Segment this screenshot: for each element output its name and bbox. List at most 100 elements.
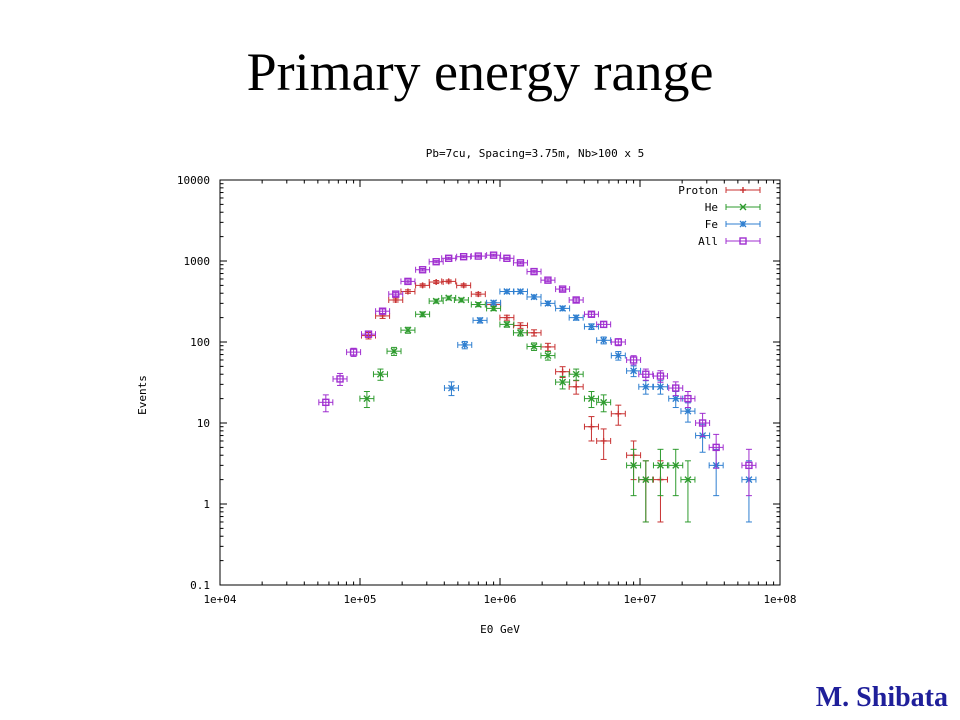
y-tick-label: 100 bbox=[190, 336, 210, 349]
y-tick-label: 10 bbox=[197, 417, 210, 430]
square-marker bbox=[684, 394, 692, 403]
x-marker bbox=[642, 476, 650, 484]
x-marker bbox=[672, 461, 680, 469]
square-marker bbox=[378, 307, 387, 315]
series-he bbox=[359, 294, 696, 523]
data-point bbox=[400, 277, 416, 286]
legend-entry-fe: Fe bbox=[705, 218, 761, 231]
data-point bbox=[741, 448, 757, 497]
x-marker bbox=[544, 352, 552, 360]
data-point bbox=[346, 347, 362, 357]
data-point bbox=[400, 288, 416, 295]
data-point bbox=[555, 375, 571, 390]
data-point bbox=[486, 251, 502, 259]
data-point bbox=[512, 259, 528, 267]
square-marker bbox=[739, 237, 747, 245]
legend-entry-proton: Proton bbox=[678, 184, 761, 197]
data-point bbox=[540, 342, 556, 352]
x-tick-label: 1e+05 bbox=[343, 593, 376, 606]
star-marker bbox=[516, 288, 524, 295]
data-point bbox=[540, 299, 556, 307]
square-marker bbox=[404, 277, 412, 286]
data-point bbox=[512, 329, 528, 337]
x-marker bbox=[445, 294, 453, 302]
chart-title: Pb=7cu, Spacing=3.75m, Nb>100 x 5 bbox=[426, 147, 645, 160]
legend-entry-he: He bbox=[705, 201, 761, 214]
data-point bbox=[360, 330, 376, 338]
square-marker bbox=[587, 310, 596, 318]
data-point bbox=[680, 391, 696, 409]
data-point bbox=[372, 368, 388, 381]
data-point bbox=[428, 279, 444, 286]
plus-marker bbox=[433, 279, 440, 286]
star-marker bbox=[572, 314, 580, 322]
legend-label: He bbox=[705, 201, 718, 214]
x-axis-label: E0 GeV bbox=[480, 623, 520, 636]
data-point bbox=[555, 285, 571, 293]
x-marker bbox=[363, 395, 371, 403]
square-marker bbox=[336, 375, 344, 383]
data-point bbox=[428, 297, 444, 305]
data-point bbox=[680, 460, 696, 523]
x-marker bbox=[530, 343, 538, 350]
data-point bbox=[400, 326, 416, 334]
square-marker bbox=[349, 348, 358, 356]
y-tick-label: 10000 bbox=[177, 174, 210, 187]
data-point bbox=[540, 351, 556, 361]
plus-marker bbox=[517, 322, 524, 329]
data-point bbox=[332, 372, 348, 386]
data-point bbox=[415, 266, 431, 274]
data-point bbox=[695, 412, 711, 437]
star-marker bbox=[642, 383, 650, 391]
series-all bbox=[318, 251, 757, 497]
data-point bbox=[540, 276, 556, 284]
square-marker bbox=[698, 419, 707, 427]
data-point bbox=[457, 340, 473, 350]
data-point bbox=[568, 380, 584, 395]
data-point bbox=[668, 448, 684, 497]
square-marker bbox=[364, 330, 373, 338]
data-point bbox=[610, 351, 626, 361]
plus-marker bbox=[615, 410, 622, 417]
data-point bbox=[453, 296, 469, 304]
square-marker bbox=[489, 251, 498, 259]
data-point bbox=[486, 304, 502, 312]
plus-marker bbox=[559, 368, 566, 375]
data-point bbox=[708, 433, 724, 469]
square-marker bbox=[745, 461, 753, 470]
data-point bbox=[626, 365, 642, 378]
data-point bbox=[652, 448, 668, 497]
square-marker bbox=[418, 266, 427, 274]
data-point bbox=[596, 394, 612, 413]
star-marker bbox=[600, 336, 608, 344]
square-marker bbox=[544, 276, 552, 284]
x-marker bbox=[376, 370, 384, 378]
data-point bbox=[472, 316, 488, 324]
data-point bbox=[638, 460, 654, 523]
data-point bbox=[555, 304, 571, 312]
data-point bbox=[318, 394, 334, 413]
x-marker bbox=[684, 476, 692, 484]
x-marker bbox=[490, 304, 498, 312]
x-marker bbox=[503, 320, 511, 328]
x-marker bbox=[474, 301, 482, 309]
data-point bbox=[568, 368, 584, 381]
square-marker bbox=[558, 285, 567, 293]
data-point bbox=[668, 381, 684, 397]
data-point bbox=[443, 381, 459, 397]
data-point bbox=[583, 416, 599, 442]
data-point bbox=[596, 320, 612, 329]
legend-entry-all: All bbox=[698, 235, 761, 248]
data-point bbox=[526, 267, 542, 276]
star-marker bbox=[587, 323, 595, 331]
star-marker bbox=[490, 299, 498, 307]
square-marker bbox=[503, 254, 511, 262]
plus-marker bbox=[404, 288, 411, 295]
data-point bbox=[638, 380, 654, 395]
data-point bbox=[456, 282, 472, 289]
square-marker bbox=[599, 320, 608, 329]
data-point bbox=[568, 314, 584, 322]
data-point bbox=[596, 336, 612, 345]
data-point bbox=[386, 346, 402, 356]
data-point bbox=[470, 291, 486, 298]
